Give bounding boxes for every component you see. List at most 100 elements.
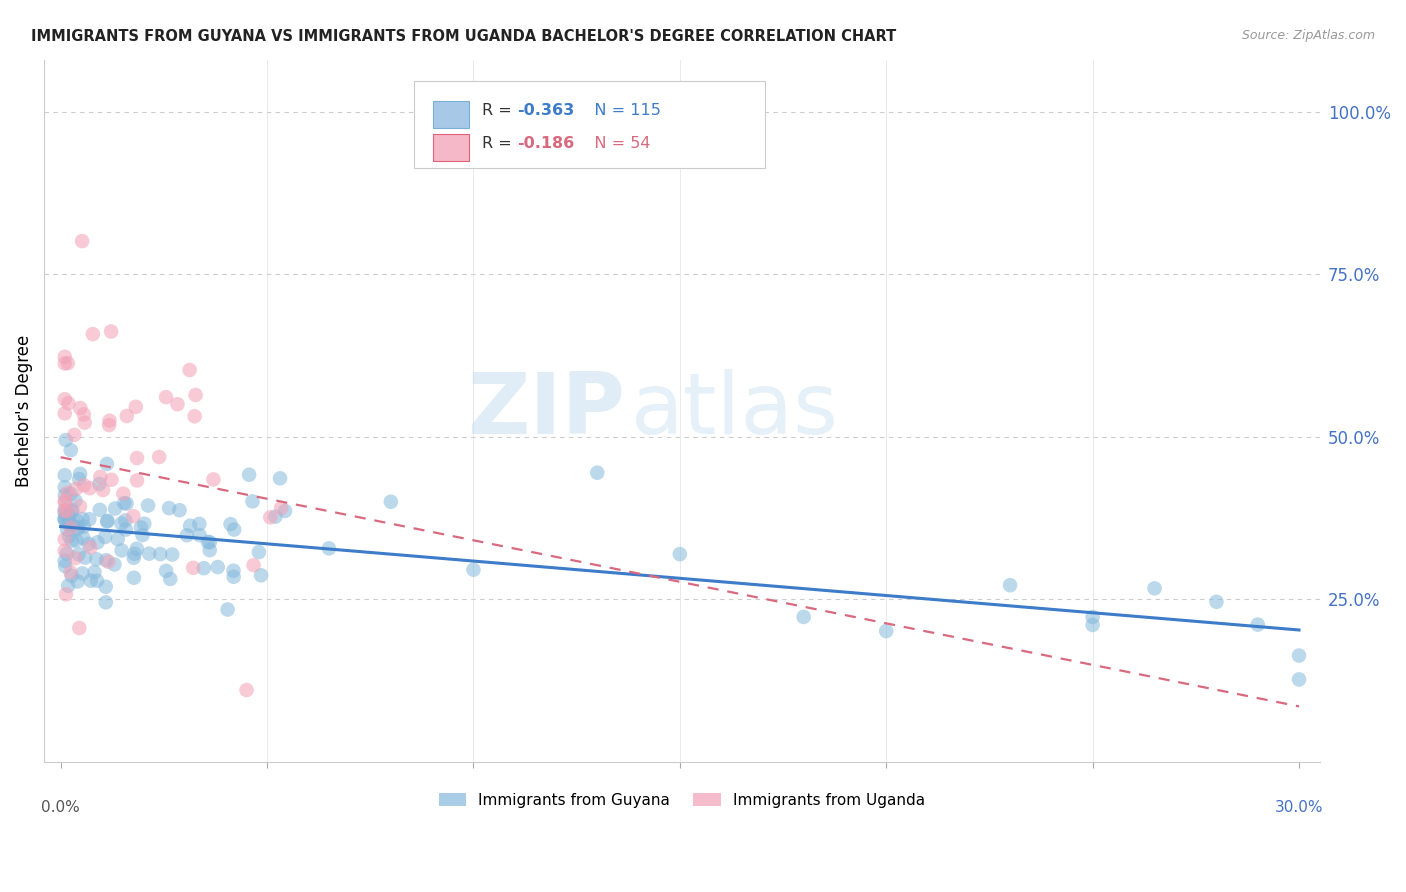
Point [179, 518, 201, 533]
Point [188, 516, 211, 531]
Point [125, 541, 148, 556]
Point [136, 499, 159, 513]
Text: N = 115: N = 115 [578, 103, 661, 119]
Point [270, 501, 292, 516]
Point [202, 472, 225, 486]
Point [73, 416, 96, 430]
Point [63, 551, 86, 566]
Point [198, 535, 221, 549]
Text: -0.363: -0.363 [517, 103, 575, 119]
Point [67, 621, 90, 635]
Point [107, 532, 129, 546]
Point [97, 555, 120, 569]
Point [1143, 582, 1166, 596]
Point [53, 502, 76, 516]
Point [66, 514, 89, 528]
Point [53, 513, 76, 527]
Point [793, 610, 815, 624]
Point [166, 397, 188, 411]
Point [62, 503, 84, 517]
Point [100, 325, 122, 339]
Point [60, 533, 83, 548]
Point [79, 481, 101, 495]
Point [169, 503, 191, 517]
Point [242, 494, 264, 508]
Point [998, 578, 1021, 592]
Point [250, 568, 273, 582]
Point [94, 553, 117, 567]
Point [197, 535, 219, 549]
Point [80, 574, 103, 588]
Point [125, 400, 148, 414]
Point [82, 327, 104, 342]
Point [134, 516, 156, 531]
Legend: Immigrants from Guyana, Immigrants from Uganda: Immigrants from Guyana, Immigrants from … [433, 787, 931, 814]
Point [96, 515, 118, 529]
Point [89, 470, 111, 484]
Text: R =: R = [482, 103, 516, 119]
Point [53, 504, 76, 518]
Point [122, 509, 145, 524]
Point [86, 552, 108, 566]
Point [73, 478, 96, 492]
Point [110, 516, 132, 531]
Point [70, 234, 93, 248]
Point [72, 512, 94, 526]
Point [1081, 618, 1104, 632]
Point [59, 515, 82, 529]
Point [94, 595, 117, 609]
Text: R =: R = [482, 136, 516, 152]
Point [155, 390, 177, 404]
Point [207, 560, 229, 574]
Point [179, 363, 201, 377]
Point [110, 543, 132, 558]
Point [1247, 617, 1270, 632]
FancyBboxPatch shape [413, 80, 765, 169]
Point [53, 356, 76, 370]
Point [184, 388, 207, 402]
Point [157, 501, 180, 516]
Point [238, 467, 260, 482]
Point [53, 533, 76, 547]
Point [181, 561, 204, 575]
Point [380, 495, 402, 509]
Point [72, 566, 94, 581]
Point [269, 471, 291, 485]
Point [73, 550, 96, 565]
Point [67, 547, 90, 561]
Point [247, 545, 270, 559]
Point [219, 517, 242, 532]
Point [77, 537, 100, 551]
Point [55, 433, 77, 447]
Point [188, 528, 211, 542]
Point [86, 574, 108, 588]
Point [875, 624, 897, 638]
Point [104, 501, 127, 516]
Point [122, 550, 145, 565]
Point [53, 392, 76, 407]
Point [94, 580, 117, 594]
Point [69, 500, 91, 514]
Point [60, 569, 83, 583]
Point [67, 520, 90, 534]
Point [463, 563, 485, 577]
Y-axis label: Bachelor's Degree: Bachelor's Degree [15, 334, 32, 487]
Point [86, 535, 108, 549]
Point [56, 356, 79, 370]
Point [155, 564, 177, 578]
Point [264, 509, 287, 524]
Point [53, 488, 76, 502]
Point [53, 494, 76, 508]
Point [259, 510, 281, 524]
Point [122, 571, 145, 585]
Point [53, 468, 76, 483]
Point [73, 408, 96, 422]
Text: 30.0%: 30.0% [1275, 800, 1323, 815]
Point [193, 561, 215, 575]
Point [94, 530, 117, 544]
Point [112, 486, 135, 500]
FancyBboxPatch shape [433, 134, 468, 161]
Point [586, 466, 609, 480]
Point [159, 572, 181, 586]
Point [56, 512, 79, 526]
